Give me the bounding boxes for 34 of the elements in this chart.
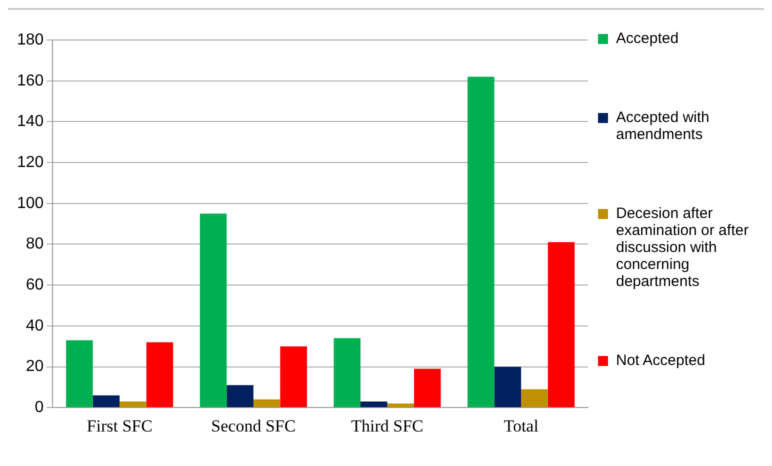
bar (226, 385, 254, 408)
x-tick-label: Total (504, 416, 539, 436)
bar (146, 342, 174, 408)
y-tick-label: 40 (26, 317, 44, 334)
y-tick-label: 60 (26, 276, 44, 294)
y-tick-label: 100 (16, 194, 44, 212)
bar (387, 404, 414, 408)
bar (120, 401, 146, 408)
bar (468, 76, 494, 408)
bar (521, 389, 548, 408)
bar (200, 214, 227, 408)
x-tick-label: First SFC (86, 416, 152, 436)
bar (92, 395, 120, 408)
x-tick-label: Third SFC (351, 416, 424, 436)
y-tick-label: 160 (16, 72, 44, 90)
bar (414, 368, 441, 408)
y-tick-label: 140 (16, 113, 44, 130)
y-tick-label: 20 (26, 358, 44, 376)
legend-label: Accepted (616, 30, 679, 47)
bar (253, 399, 280, 408)
bar (360, 401, 388, 408)
x-tick-label: Second SFC (211, 416, 296, 436)
y-tick-label: 120 (16, 154, 44, 171)
legend-label: Decesion after examination or after discussion with concerning departments (616, 205, 750, 290)
bar (548, 242, 575, 408)
y-tick-label: 180 (16, 31, 44, 48)
legend-label: Accepted with amendments (616, 109, 710, 143)
y-tick-label: 0 (34, 399, 44, 416)
legend-label: Not Accepted (616, 352, 706, 369)
bar (334, 338, 360, 408)
bar (494, 366, 522, 408)
bar (66, 340, 93, 408)
bar (280, 346, 307, 408)
y-tick-label: 80 (26, 236, 44, 253)
